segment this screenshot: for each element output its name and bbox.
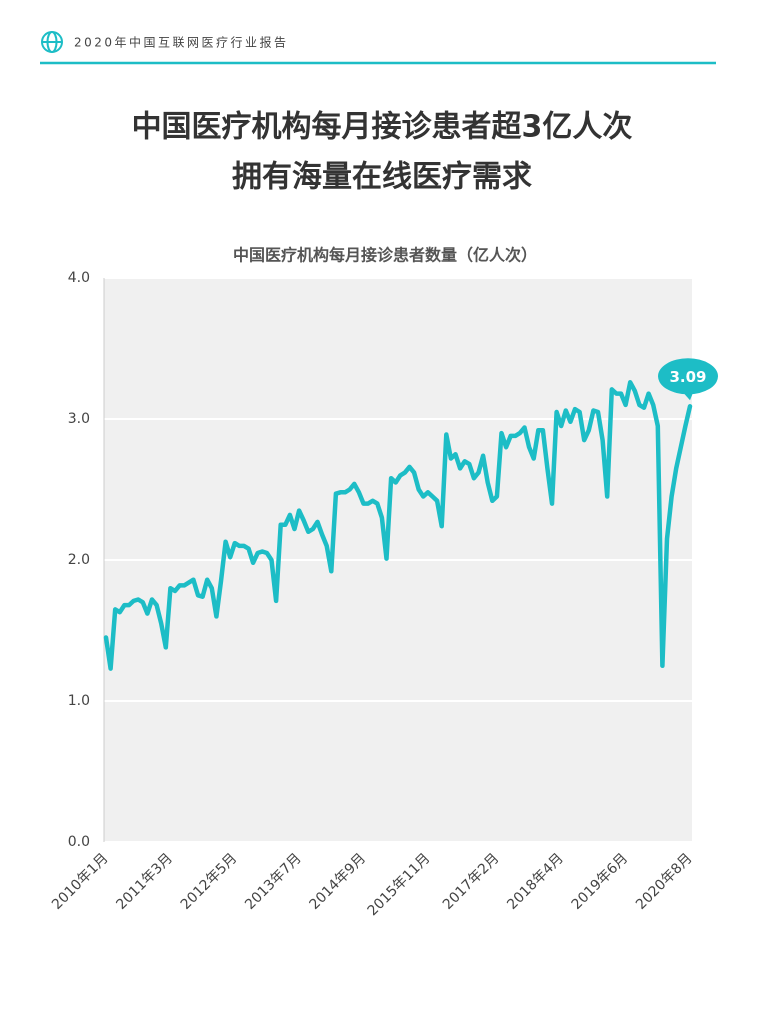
x-tick-label: 2015年11月 [365,850,434,919]
x-tick-label: 2010年1月 [49,850,112,913]
x-tick-label: 2013年7月 [242,850,305,913]
x-tick-label: 2012年5月 [178,850,241,913]
x-tick-label: 2017年2月 [440,850,503,913]
x-tick-label: 2020年8月 [633,850,696,913]
x-tick-label: 2014年9月 [307,850,370,913]
x-tick-label: 2011年3月 [113,850,176,913]
headline: 中国医疗机构每月接诊患者超3亿人次 [132,110,633,145]
chart-title: 中国医疗机构每月接诊患者数量（亿人次） [233,246,537,265]
header-text: 2020年中国互联网医疗行业报告 [74,35,289,50]
callout-pointer [682,390,694,401]
value-label: 3.09 [669,368,706,386]
globe-icon [41,31,63,53]
y-tick-label: 1.0 [68,693,90,709]
callout-bubble [658,358,718,395]
data-line [103,380,693,671]
y-tick-label: 4.0 [68,270,90,286]
y-tick-label: 2.0 [68,552,90,568]
x-tick-label: 2018年4月 [504,850,567,913]
y-tick-label: 0.0 [68,834,90,850]
headline: 拥有海量在线医疗需求 [232,160,532,195]
y-tick-label: 3.0 [68,411,90,427]
x-tick-label: 2019年6月 [569,850,632,913]
